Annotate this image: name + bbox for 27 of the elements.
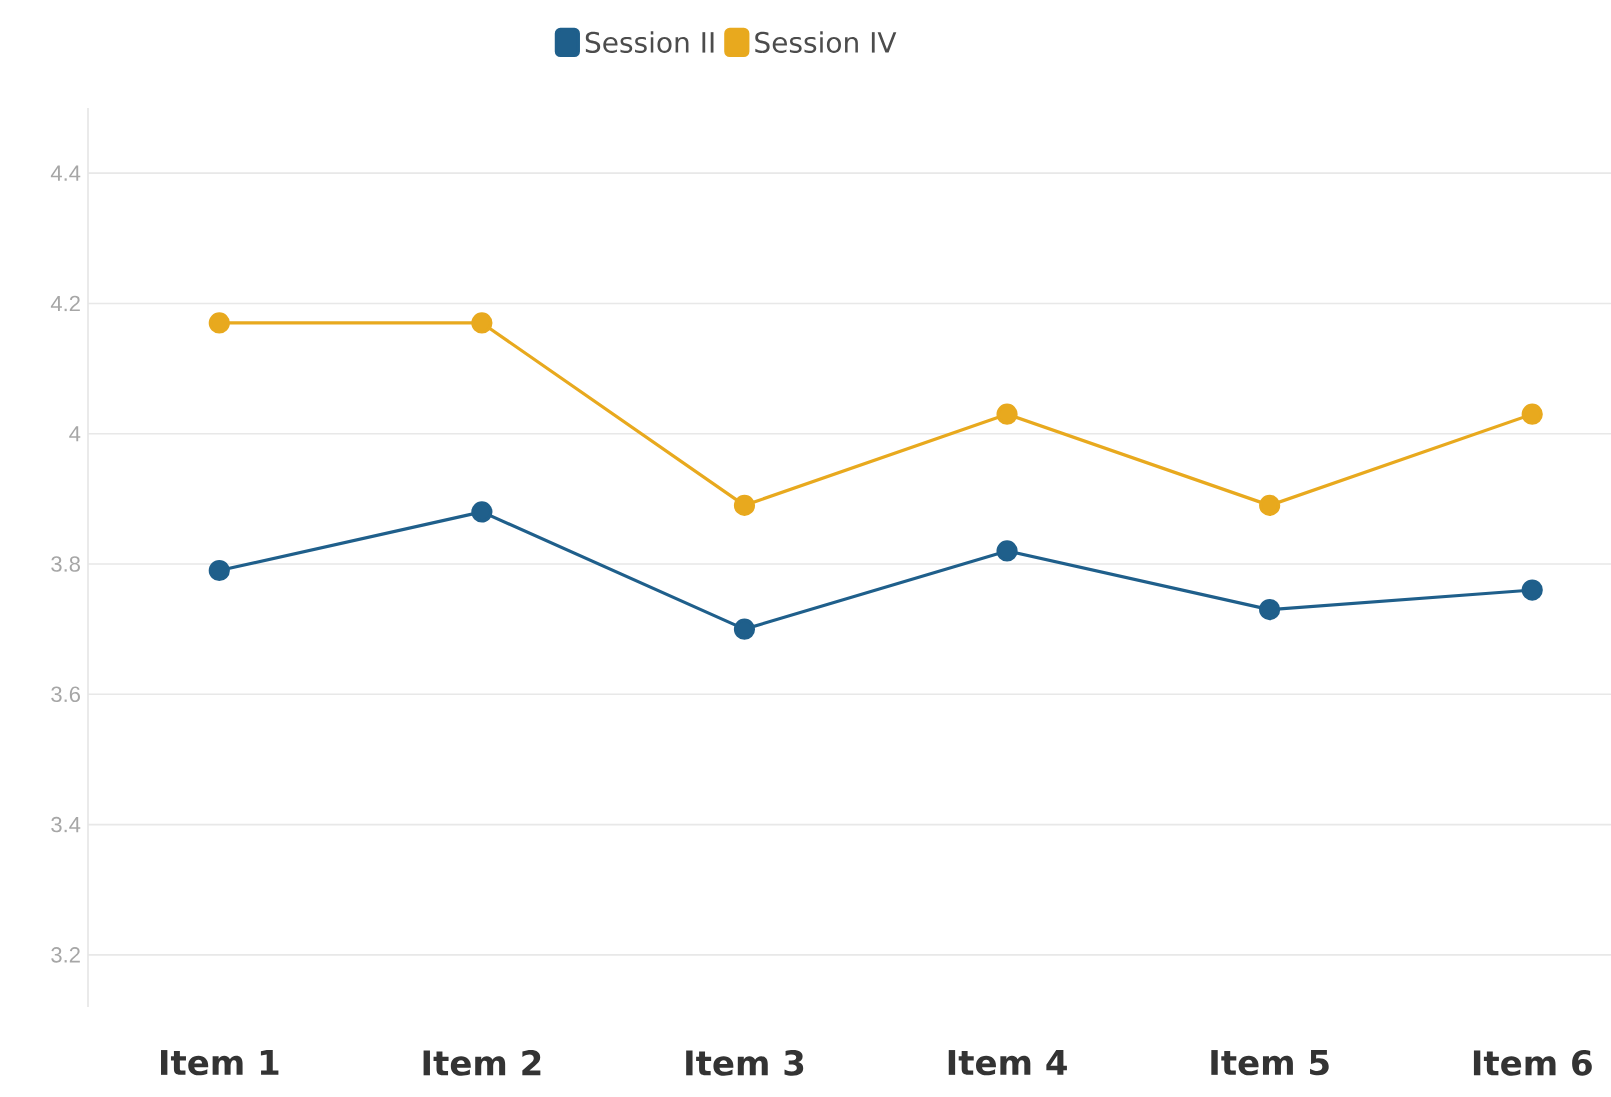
legend-label: Session IV [755,31,897,53]
point [1521,403,1543,425]
y-tick-label: 4.2 [50,295,80,312]
x-tick-label: Item 6 [1473,1050,1592,1076]
y-tick-label: 3.4 [51,816,81,833]
point [1259,494,1281,516]
point [733,494,756,516]
x-tick-label: Item 3 [686,1050,804,1076]
point [208,312,230,334]
point [1521,579,1543,601]
point [996,403,1018,425]
y-tick-label: 3.8 [51,556,80,572]
point [733,618,756,640]
y-tick-label: 3.6 [51,686,80,703]
point [471,501,493,523]
legend-label: Session II [585,31,714,53]
x-tick-label: Item 1 [161,1050,279,1076]
point [1259,599,1281,621]
point [471,312,493,334]
y-tick-label: 3.2 [51,947,80,963]
y-tick-label: 4.4 [50,165,81,181]
point [996,540,1018,562]
point [208,559,230,582]
x-tick-label: Item 2 [423,1050,541,1076]
x-tick-label: Item 4 [948,1050,1067,1076]
x-tick-label: Item 5 [1211,1050,1329,1076]
y-tick-label: 4 [69,426,81,442]
